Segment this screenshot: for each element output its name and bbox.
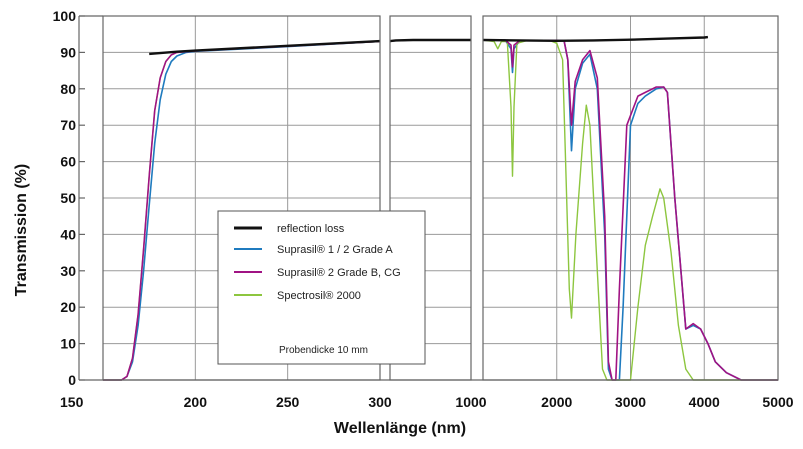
y-tick-label: 20 bbox=[60, 299, 76, 315]
sample-thickness-note: Probendicke 10 mm bbox=[279, 345, 368, 356]
legend-box bbox=[217, 210, 426, 365]
y-tick-label: 60 bbox=[60, 154, 76, 170]
y-tick-label: 50 bbox=[60, 190, 76, 206]
y-tick-label: 80 bbox=[60, 81, 76, 97]
x-tick-label: 2000 bbox=[541, 394, 572, 410]
y-tick-label: 90 bbox=[60, 44, 76, 60]
legend-label-spectrosil: Spectrosil® 2000 bbox=[277, 290, 361, 302]
x-axis-title: Wellenlänge (nm) bbox=[334, 420, 466, 437]
x-tick-label: 1000 bbox=[455, 394, 486, 410]
series-line-reflection bbox=[149, 39, 380, 56]
series-layer bbox=[103, 35, 778, 381]
x-tick-label: 4000 bbox=[689, 394, 720, 410]
tick-layer: 0 10 20 30 40 50 60 70 80 90 100 150 200 250 300 1000 20… bbox=[53, 8, 794, 410]
y-tick-label: 10 bbox=[60, 336, 76, 352]
y-tick-label: 100 bbox=[53, 8, 77, 24]
x-tick-label: 250 bbox=[276, 394, 300, 410]
x-tick-label: 200 bbox=[184, 394, 208, 410]
y-tick-label: 70 bbox=[60, 117, 76, 133]
legend-label-suprasil-1-2: Suprasil® 1 / 2 Grade A bbox=[277, 244, 393, 256]
series-line-spectrosil bbox=[483, 39, 778, 381]
legend-label-suprasil-2: Suprasil® 2 Grade B, CG bbox=[277, 267, 401, 279]
y-axis-title: Transmission (%) bbox=[13, 164, 30, 296]
y-tick-label: 40 bbox=[60, 226, 76, 242]
legend: reflection loss Suprasil® 1 / 2 Grade A … bbox=[217, 210, 426, 365]
grid-layer bbox=[103, 16, 778, 380]
x-tick-label: 150 bbox=[60, 394, 84, 410]
x-tick-label: 3000 bbox=[615, 394, 646, 410]
frame-layer bbox=[78, 15, 779, 381]
x-tick-label: 300 bbox=[368, 394, 392, 410]
series-line-reflection bbox=[483, 35, 709, 42]
x-tick-label: 5000 bbox=[762, 394, 793, 410]
series-line-reflection bbox=[390, 38, 471, 43]
legend-label-reflection: reflection loss bbox=[277, 223, 345, 235]
y-tick-label: 0 bbox=[68, 372, 76, 388]
y-tick-label: 30 bbox=[60, 263, 76, 279]
